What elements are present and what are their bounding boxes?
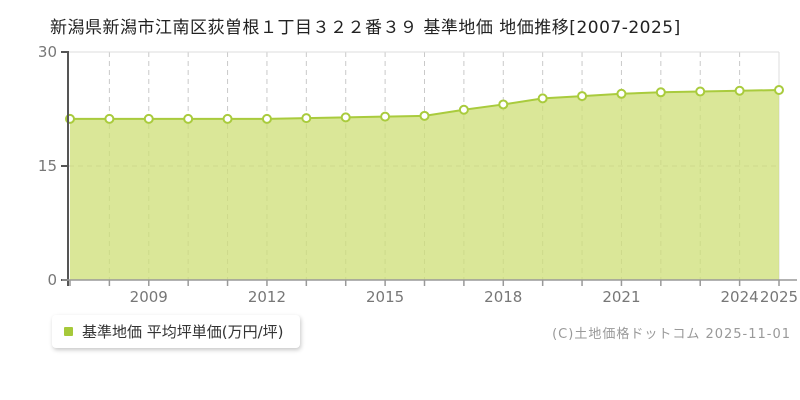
data-point-marker: [380, 111, 391, 122]
price-trend-chart: 0 15 30 2009 2012 2015 2018 2021 2024 2025: [38, 43, 798, 306]
x-tick-label: 2009: [130, 288, 168, 306]
data-point-marker: [616, 88, 627, 99]
legend-marker-icon: [64, 327, 73, 336]
data-point-marker: [222, 113, 233, 124]
copyright-text: (C)土地価格ドットコム 2025-11-01: [552, 327, 791, 342]
data-point-marker: [695, 86, 706, 97]
area-fill: [70, 90, 779, 280]
data-point-marker: [301, 113, 312, 124]
legend-label: 基準地価 平均坪単価(万円/坪): [82, 323, 284, 341]
data-point-marker: [104, 113, 115, 124]
data-point-marker: [183, 113, 194, 124]
data-point-marker: [734, 85, 745, 96]
data-point-marker: [577, 91, 588, 102]
data-point-marker: [458, 104, 469, 115]
x-tick-label: 2012: [248, 288, 286, 306]
y-tick-label: 15: [38, 157, 57, 175]
y-tick-label: 0: [47, 271, 57, 289]
data-point-marker: [143, 113, 154, 124]
data-point-marker: [419, 110, 430, 121]
legend: 基準地価 平均坪単価(万円/坪): [52, 315, 300, 348]
data-point-marker: [655, 87, 666, 98]
data-point-marker: [537, 93, 548, 104]
data-point-marker: [340, 112, 351, 123]
x-tick-label: 2024: [721, 288, 759, 306]
data-point-marker: [261, 113, 272, 124]
chart-title: 新潟県新潟市江南区荻曽根１丁目３２２番３９ 基準地価 地価推移[2007-202…: [50, 18, 681, 38]
data-point-marker: [774, 85, 784, 95]
x-tick-label: 2025: [760, 288, 798, 306]
data-point-marker: [498, 99, 509, 110]
y-tick-label: 30: [38, 43, 57, 61]
x-tick-label: 2018: [484, 288, 522, 306]
x-tick-label: 2021: [602, 288, 640, 306]
x-tick-label: 2015: [366, 288, 404, 306]
